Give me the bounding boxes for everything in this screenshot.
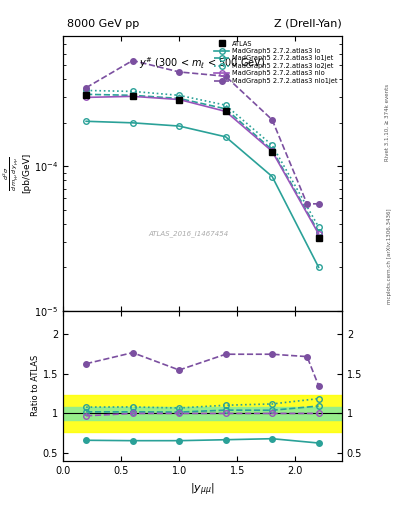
Y-axis label: Ratio to ATLAS: Ratio to ATLAS xyxy=(31,355,40,416)
MadGraph5 2.7.2.atlas3 lo xyxy=(270,174,275,180)
MadGraph5 2.7.2.atlas3 nlo1jet xyxy=(130,57,135,63)
Line: MadGraph5 2.7.2.atlas3 nlo: MadGraph5 2.7.2.atlas3 nlo xyxy=(83,94,321,237)
Text: 8000 GeV pp: 8000 GeV pp xyxy=(67,18,139,29)
Line: MadGraph5 2.7.2.atlas3 nlo1jet: MadGraph5 2.7.2.atlas3 nlo1jet xyxy=(83,58,321,207)
MadGraph5 2.7.2.atlas3 lo1jet xyxy=(223,106,228,112)
Bar xyxy=(63,395,342,432)
MadGraph5 2.7.2.atlas3 lo xyxy=(223,134,228,140)
ATLAS xyxy=(316,235,321,241)
Text: Z (Drell-Yan): Z (Drell-Yan) xyxy=(274,18,342,29)
MadGraph5 2.7.2.atlas3 nlo xyxy=(130,93,135,99)
MadGraph5 2.7.2.atlas3 nlo1jet xyxy=(84,84,88,91)
MadGraph5 2.7.2.atlas3 lo2jet xyxy=(177,92,182,98)
MadGraph5 2.7.2.atlas3 lo1jet xyxy=(316,229,321,236)
ATLAS xyxy=(84,92,88,98)
MadGraph5 2.7.2.atlas3 nlo1jet xyxy=(223,73,228,79)
ATLAS xyxy=(270,150,275,156)
Text: Rivet 3.1.10, ≥ 374k events: Rivet 3.1.10, ≥ 374k events xyxy=(385,84,390,161)
MadGraph5 2.7.2.atlas3 lo2jet xyxy=(270,142,275,148)
MadGraph5 2.7.2.atlas3 lo1jet xyxy=(177,95,182,101)
Bar xyxy=(63,407,342,420)
ATLAS xyxy=(177,96,182,102)
MadGraph5 2.7.2.atlas3 lo2jet xyxy=(223,102,228,108)
MadGraph5 2.7.2.atlas3 lo2jet xyxy=(84,88,88,94)
MadGraph5 2.7.2.atlas3 nlo xyxy=(84,94,88,100)
Legend: ATLAS, MadGraph5 2.7.2.atlas3 lo, MadGraph5 2.7.2.atlas3 lo1jet, MadGraph5 2.7.2: ATLAS, MadGraph5 2.7.2.atlas3 lo, MadGra… xyxy=(213,39,339,85)
MadGraph5 2.7.2.atlas3 lo xyxy=(316,264,321,270)
MadGraph5 2.7.2.atlas3 nlo xyxy=(316,231,321,237)
MadGraph5 2.7.2.atlas3 nlo1jet xyxy=(316,201,321,207)
Text: ATLAS_2016_I1467454: ATLAS_2016_I1467454 xyxy=(148,230,229,237)
MadGraph5 2.7.2.atlas3 nlo xyxy=(270,148,275,155)
X-axis label: $|y_{\mu\mu}|$: $|y_{\mu\mu}|$ xyxy=(190,481,215,498)
MadGraph5 2.7.2.atlas3 lo1jet xyxy=(130,92,135,98)
MadGraph5 2.7.2.atlas3 lo1jet xyxy=(84,91,88,97)
MadGraph5 2.7.2.atlas3 lo xyxy=(84,118,88,124)
MadGraph5 2.7.2.atlas3 lo1jet xyxy=(270,147,275,153)
MadGraph5 2.7.2.atlas3 lo2jet xyxy=(130,89,135,95)
Text: $y^{\#}$ (300 < $m_{\ell}$ < 500 GeV): $y^{\#}$ (300 < $m_{\ell}$ < 500 GeV) xyxy=(139,55,266,71)
MadGraph5 2.7.2.atlas3 nlo1jet xyxy=(177,69,182,75)
MadGraph5 2.7.2.atlas3 nlo xyxy=(177,96,182,102)
Line: MadGraph5 2.7.2.atlas3 lo1jet: MadGraph5 2.7.2.atlas3 lo1jet xyxy=(83,92,321,235)
ATLAS xyxy=(223,109,228,115)
MadGraph5 2.7.2.atlas3 lo xyxy=(130,120,135,126)
ATLAS xyxy=(130,93,135,99)
Line: ATLAS: ATLAS xyxy=(83,93,321,241)
MadGraph5 2.7.2.atlas3 nlo1jet xyxy=(270,117,275,123)
MadGraph5 2.7.2.atlas3 nlo xyxy=(223,109,228,115)
MadGraph5 2.7.2.atlas3 lo2jet xyxy=(316,224,321,230)
Line: MadGraph5 2.7.2.atlas3 lo2jet: MadGraph5 2.7.2.atlas3 lo2jet xyxy=(83,88,321,230)
MadGraph5 2.7.2.atlas3 lo xyxy=(177,123,182,129)
Y-axis label: $\frac{d^2\sigma}{d\,m_{\mu\mu}\,d\,y_{\mu\mu}}$
[pb/GeV]: $\frac{d^2\sigma}{d\,m_{\mu\mu}\,d\,y_{\… xyxy=(1,153,31,194)
Text: mcplots.cern.ch [arXiv:1306.3436]: mcplots.cern.ch [arXiv:1306.3436] xyxy=(387,208,392,304)
MadGraph5 2.7.2.atlas3 nlo1jet xyxy=(305,201,309,207)
Line: MadGraph5 2.7.2.atlas3 lo: MadGraph5 2.7.2.atlas3 lo xyxy=(83,118,321,270)
